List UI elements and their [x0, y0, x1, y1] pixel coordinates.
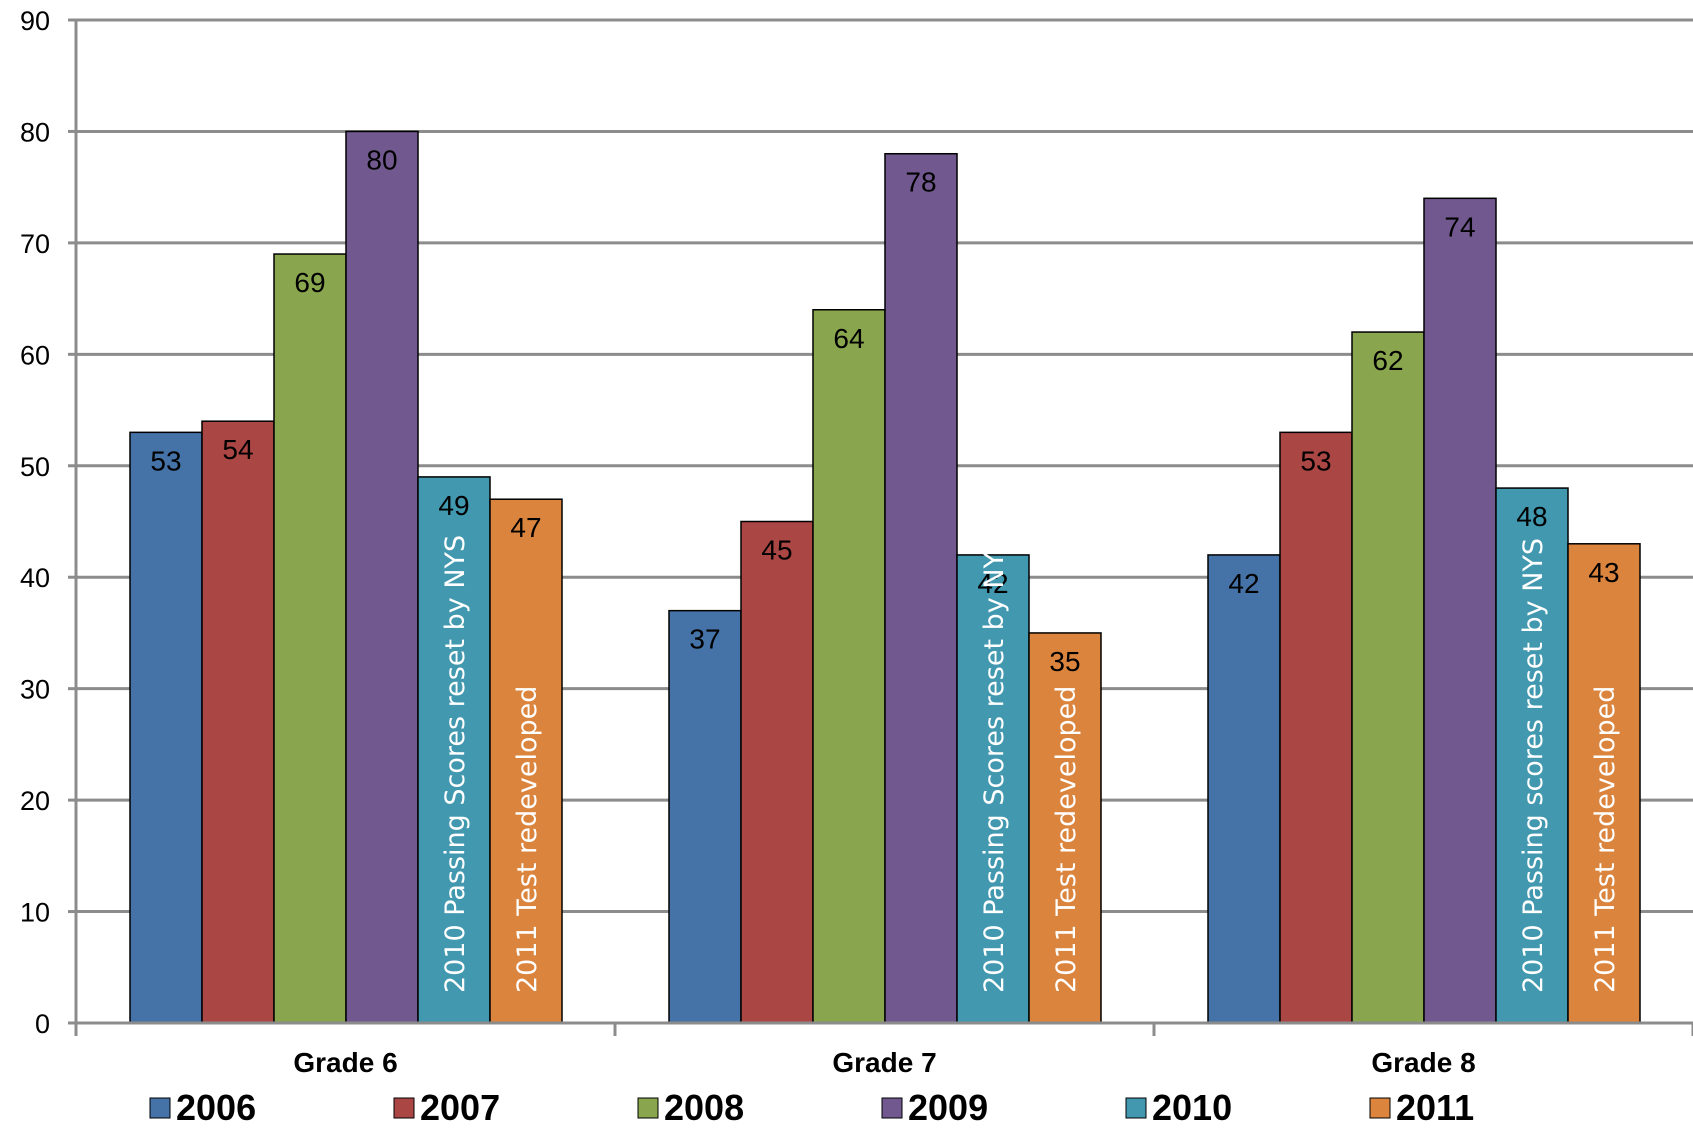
legend-swatch [149, 1097, 171, 1119]
category-label: Grade 8 [1371, 1047, 1475, 1078]
bar [489, 498, 563, 1024]
bar [884, 152, 958, 1024]
bar-annotation: 2010 Passing Scores reset by NYS [979, 535, 1010, 993]
y-tick-label: 10 [20, 898, 50, 928]
data-label: 37 [689, 624, 720, 655]
data-label: 69 [294, 267, 325, 298]
bar [345, 130, 419, 1024]
legend-swatch [1369, 1097, 1391, 1119]
legend-swatch [393, 1097, 415, 1119]
bar [1028, 632, 1102, 1024]
category-label: Grade 7 [832, 1047, 936, 1078]
legend-swatch [637, 1097, 659, 1119]
legend-label: 2007 [420, 1087, 500, 1128]
bar-annotation: 2010 Passing Scores reset by NYS [440, 535, 471, 993]
y-tick-label: 40 [20, 563, 50, 593]
data-label: 47 [510, 512, 541, 543]
bar [740, 520, 814, 1024]
data-label: 78 [905, 167, 936, 198]
bar [201, 420, 275, 1024]
legend-swatch [881, 1097, 903, 1119]
y-tick-label: 50 [20, 452, 50, 482]
bar [1423, 197, 1497, 1024]
bar [1279, 431, 1353, 1024]
data-label: 80 [366, 144, 397, 175]
bar [1495, 487, 1569, 1024]
data-label: 74 [1444, 211, 1475, 242]
bar [812, 309, 886, 1024]
bar [956, 554, 1030, 1024]
data-label: 45 [761, 535, 792, 566]
legend-label: 2011 [1396, 1087, 1474, 1128]
data-label: 49 [438, 490, 469, 521]
bar [1207, 554, 1281, 1024]
bar-annotation: 2011 Test redeveloped [1590, 686, 1621, 993]
legend-label: 2009 [908, 1087, 988, 1128]
bar [417, 476, 491, 1024]
y-tick-label: 80 [20, 117, 50, 147]
bar [1567, 543, 1641, 1024]
data-label: 62 [1372, 345, 1403, 376]
data-label: 54 [222, 434, 253, 465]
bar-annotation: 2011 Test redeveloped [512, 686, 543, 993]
bar-annotation: 2010 Passing scores reset by NYS [1518, 538, 1549, 993]
data-label: 53 [1300, 445, 1331, 476]
bar-annotation: 2011 Test redeveloped [1051, 686, 1082, 993]
data-label: 42 [977, 568, 1008, 599]
data-label: 42 [1228, 568, 1259, 599]
y-tick-label: 70 [20, 229, 50, 259]
y-tick-label: 60 [20, 340, 50, 370]
legend-label: 2008 [664, 1087, 744, 1128]
data-label: 43 [1588, 557, 1619, 588]
bar [273, 253, 347, 1024]
y-tick-label: 90 [20, 6, 50, 36]
legend-label: 2010 [1152, 1087, 1232, 1128]
legend-swatch [1125, 1097, 1147, 1119]
y-tick-label: 0 [35, 1009, 50, 1039]
data-label: 64 [833, 323, 864, 354]
bar [1351, 331, 1425, 1024]
bar [668, 609, 742, 1024]
bar [129, 431, 203, 1024]
data-label: 48 [1516, 501, 1547, 532]
data-label: 53 [150, 445, 181, 476]
y-tick-label: 20 [20, 786, 50, 816]
legend-label: 2006 [176, 1087, 256, 1128]
category-label: Grade 6 [293, 1047, 397, 1078]
data-label: 35 [1049, 646, 1080, 677]
y-tick-label: 30 [20, 675, 50, 705]
